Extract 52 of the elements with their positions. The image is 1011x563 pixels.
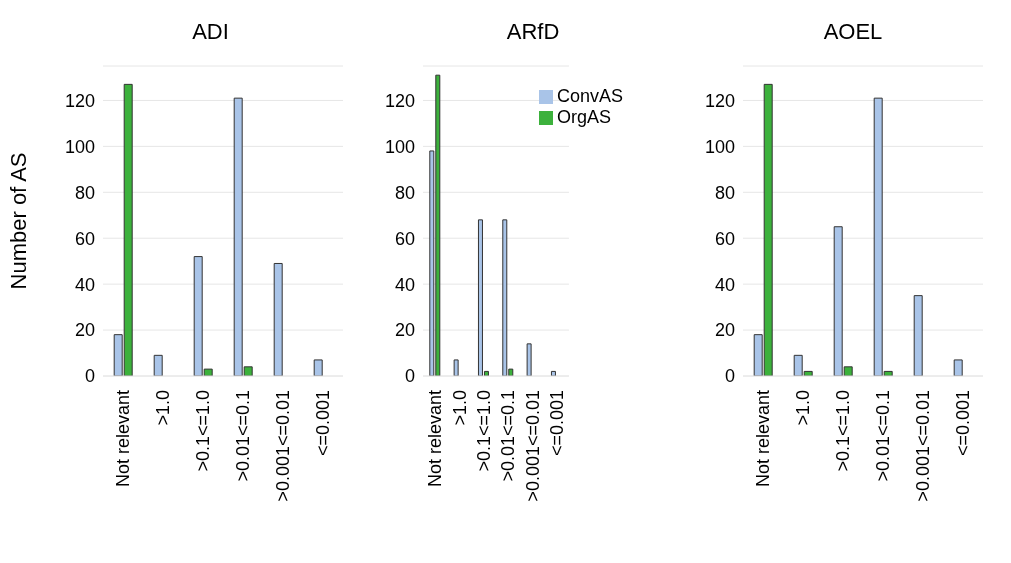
y-tick-label: 60: [394, 228, 415, 249]
y-tick-label: 100: [64, 136, 95, 157]
bar: [153, 354, 163, 376]
y-tick-label: 120: [384, 90, 415, 111]
y-tick-label: 20: [394, 320, 415, 341]
x-tick-label: >0.1<=1.0: [474, 390, 495, 472]
x-tick-label: >0.01<=0.1: [498, 390, 519, 482]
y-tick-label: 100: [704, 136, 735, 157]
x-tick-label: >0.1<=1.0: [833, 390, 854, 472]
y-tick-label: 80: [714, 182, 735, 203]
legend-label: ConvAS: [556, 86, 623, 106]
x-tick-label: Not relevant: [753, 390, 774, 488]
x-tick-label: >1.0: [449, 390, 470, 426]
chart-title: AOEL: [822, 18, 884, 46]
x-tick-label: >0.001<=0.01: [522, 390, 543, 502]
x-tick-label: >1.0: [793, 390, 814, 426]
y-tick-label: 0: [724, 366, 735, 387]
bar: [953, 359, 963, 376]
y-tick-label: 20: [714, 320, 735, 341]
x-tick-label: Not relevant: [113, 390, 134, 488]
x-tick-label: >1.0: [153, 390, 174, 426]
x-tick-label: <=0.001: [313, 390, 334, 457]
x-tick-label: <=0.001: [547, 390, 568, 457]
y-tick-label: 80: [394, 182, 415, 203]
x-tick-label: >0.01<=0.1: [233, 390, 254, 482]
y-tick-label: 40: [394, 274, 415, 295]
y-tick-label: 0: [84, 366, 95, 387]
y-tick-label: 80: [74, 182, 95, 203]
legend-label: OrgAS: [556, 107, 611, 127]
y-tick-label: 120: [704, 90, 735, 111]
y-tick-label: 60: [74, 228, 95, 249]
x-tick-label: >0.1<=1.0: [193, 390, 214, 472]
bar: [453, 359, 459, 376]
y-tick-label: 100: [384, 136, 415, 157]
x-tick-label: <=0.001: [953, 390, 974, 457]
y-tick-label: 60: [714, 228, 735, 249]
bar: [273, 262, 283, 376]
y-axis-title: Number of AS: [5, 152, 31, 290]
bar: [913, 295, 923, 376]
y-tick-label: 40: [714, 274, 735, 295]
x-tick-label: >0.001<=0.01: [913, 390, 934, 502]
chart-title: ADI: [191, 18, 230, 46]
y-tick-label: 40: [74, 274, 95, 295]
bar: [526, 343, 532, 376]
y-tick-label: 20: [74, 320, 95, 341]
y-tick-label: 120: [64, 90, 95, 111]
chart-title: ARfD: [505, 18, 561, 46]
x-tick-label: Not relevant: [425, 390, 446, 488]
x-tick-label: >0.01<=0.1: [873, 390, 894, 482]
x-tick-label: >0.001<=0.01: [273, 390, 294, 502]
bar: [313, 359, 323, 376]
y-tick-label: 0: [404, 366, 415, 387]
